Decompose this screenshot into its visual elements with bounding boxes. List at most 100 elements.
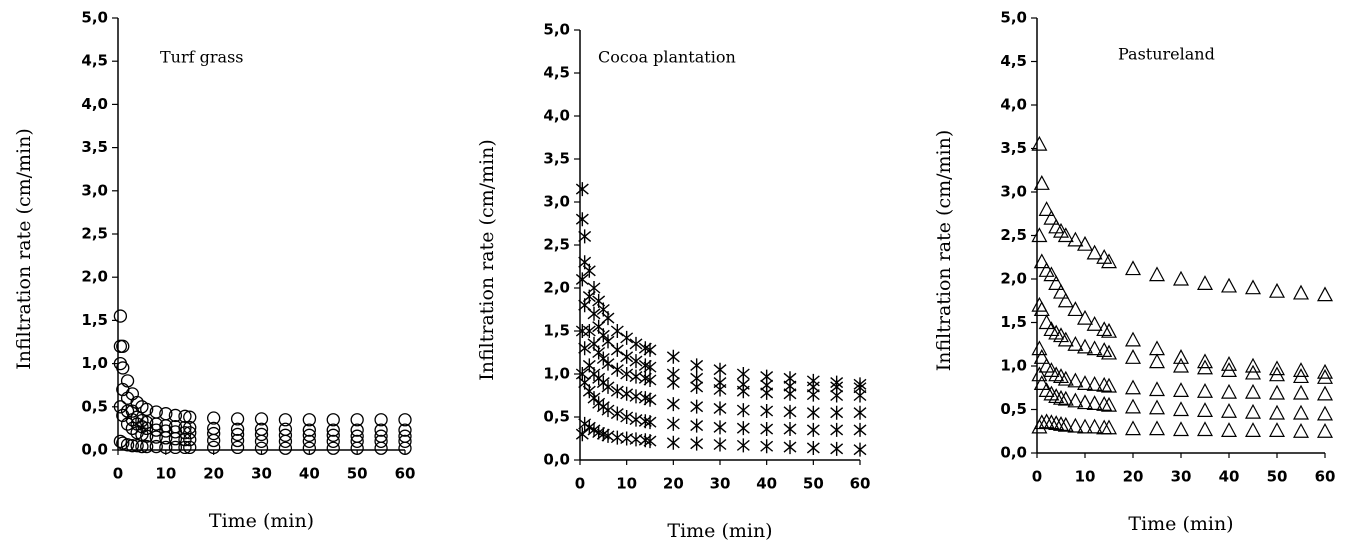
data-point bbox=[207, 433, 221, 448]
data-point bbox=[1038, 262, 1055, 277]
data-point bbox=[168, 408, 183, 423]
y-tick-label: 0,5 bbox=[1000, 400, 1027, 418]
data-point bbox=[1031, 296, 1048, 312]
x-tick-label: 50 bbox=[803, 475, 824, 493]
data-point bbox=[610, 362, 624, 377]
data-point bbox=[601, 403, 615, 418]
data-point bbox=[1031, 227, 1048, 243]
y-tick-label: 2,5 bbox=[543, 236, 570, 254]
data-point bbox=[629, 369, 643, 384]
data-point bbox=[140, 439, 154, 454]
data-point bbox=[760, 422, 774, 437]
data-point bbox=[806, 422, 820, 437]
data-point bbox=[302, 423, 316, 437]
data-point bbox=[629, 389, 643, 404]
y-tick-label: 0,5 bbox=[81, 397, 108, 415]
data-point bbox=[1076, 338, 1094, 354]
data-point bbox=[1052, 389, 1070, 405]
data-point bbox=[620, 330, 634, 345]
data-point bbox=[1086, 340, 1103, 356]
data-point bbox=[629, 412, 643, 427]
data-point bbox=[783, 440, 797, 455]
y-tick-label: 4,0 bbox=[543, 107, 570, 125]
data-point bbox=[1043, 362, 1060, 377]
data-point bbox=[1100, 344, 1118, 360]
y-tick-label: 2,0 bbox=[1000, 270, 1027, 288]
data-point bbox=[1057, 370, 1074, 386]
y-tick-label: 2,5 bbox=[1000, 226, 1027, 244]
data-point bbox=[350, 434, 364, 449]
data-point bbox=[783, 404, 797, 419]
x-tick-label: 10 bbox=[1075, 468, 1096, 486]
data-point bbox=[1031, 340, 1048, 356]
x-tick-label: 50 bbox=[347, 465, 368, 483]
data-point bbox=[1244, 279, 1262, 295]
data-point bbox=[178, 440, 192, 455]
data-point bbox=[302, 441, 316, 455]
y-tick-label: 4,5 bbox=[543, 64, 570, 82]
data-point bbox=[1220, 355, 1238, 371]
data-point bbox=[643, 434, 657, 449]
data-point bbox=[113, 339, 128, 353]
x-tick-label: 0 bbox=[575, 475, 585, 493]
data-point bbox=[736, 438, 750, 453]
data-point bbox=[713, 382, 727, 397]
data-point bbox=[1052, 222, 1070, 238]
data-point bbox=[1316, 405, 1334, 421]
data-point bbox=[116, 382, 130, 397]
data-point bbox=[326, 423, 340, 437]
data-point bbox=[130, 439, 144, 453]
data-point bbox=[178, 432, 192, 447]
data-point bbox=[302, 428, 316, 442]
data-point bbox=[830, 441, 844, 456]
data-point bbox=[1100, 253, 1118, 269]
data-point bbox=[120, 417, 135, 431]
data-point bbox=[1076, 235, 1094, 251]
data-point bbox=[1048, 218, 1065, 234]
data-point bbox=[830, 405, 844, 420]
data-point bbox=[1048, 366, 1065, 382]
data-point bbox=[690, 436, 704, 451]
data-point bbox=[1316, 422, 1334, 438]
y-tick-label: 4,0 bbox=[1000, 96, 1027, 114]
data-point bbox=[1052, 368, 1070, 384]
data-point bbox=[853, 388, 867, 403]
data-point bbox=[1124, 379, 1142, 395]
data-point bbox=[350, 441, 364, 455]
data-point bbox=[398, 413, 412, 427]
data-point bbox=[690, 358, 704, 373]
data-point bbox=[575, 182, 589, 197]
data-point bbox=[1268, 282, 1286, 298]
data-point bbox=[1292, 404, 1310, 420]
data-point bbox=[149, 423, 163, 437]
y-tick-label: 4,5 bbox=[81, 52, 108, 70]
y-tick-label: 1,0 bbox=[1000, 357, 1027, 375]
y-tick-label: 0,0 bbox=[543, 451, 570, 469]
y-tick-label: 4,0 bbox=[81, 95, 108, 113]
data-point bbox=[578, 298, 592, 313]
data-point bbox=[1043, 385, 1060, 401]
y-axis-label: Infiltration rate (cm/min) bbox=[476, 139, 498, 381]
data-point bbox=[783, 386, 797, 401]
data-point bbox=[1268, 384, 1286, 400]
x-tick-label: 0 bbox=[113, 465, 123, 483]
data-point bbox=[1052, 283, 1070, 299]
data-point bbox=[230, 440, 245, 455]
data-point bbox=[575, 272, 589, 287]
y-tick-label: 4,5 bbox=[1000, 52, 1027, 70]
y-tick-label: 3,5 bbox=[543, 150, 570, 168]
data-point bbox=[1057, 292, 1074, 308]
data-point bbox=[113, 356, 128, 371]
data-point bbox=[1292, 368, 1310, 384]
data-point bbox=[159, 424, 173, 438]
data-point bbox=[178, 426, 192, 440]
data-point bbox=[1038, 314, 1055, 330]
data-point bbox=[1033, 349, 1050, 364]
data-point bbox=[398, 434, 412, 449]
data-point bbox=[278, 441, 293, 455]
data-point bbox=[1038, 357, 1055, 373]
data-point bbox=[575, 367, 589, 381]
data-point bbox=[207, 440, 221, 455]
data-point bbox=[1268, 360, 1286, 376]
